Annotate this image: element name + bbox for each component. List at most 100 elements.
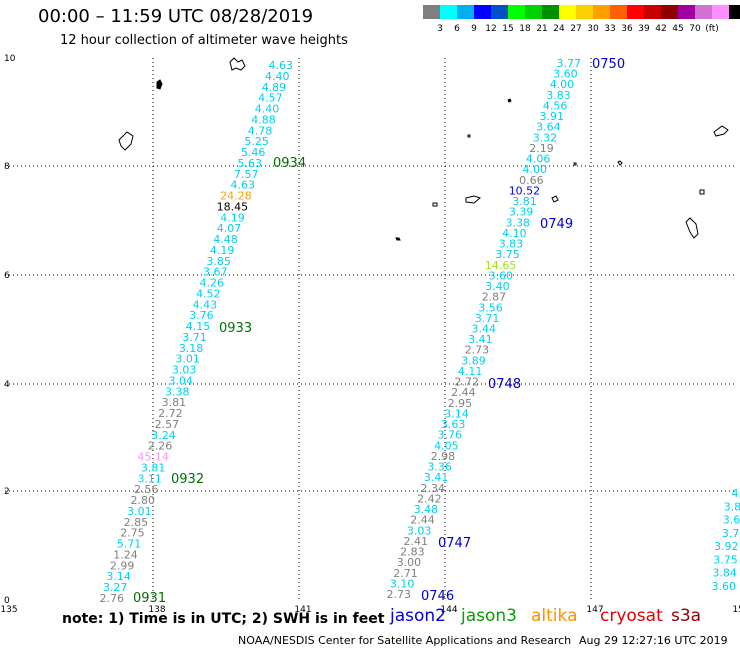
swh-value: 2.98 <box>431 450 456 463</box>
island-outline <box>617 160 623 166</box>
swh-value: 3.64 <box>536 121 561 134</box>
swh-value: 2.73 <box>465 344 490 357</box>
island-outlines <box>118 57 729 241</box>
swh-value: 3.83 <box>546 89 571 102</box>
pass-time-tag: 0933 <box>219 321 252 336</box>
satellite-legend-item: cryosat <box>600 606 663 626</box>
island-outline <box>551 195 559 203</box>
swh-value: 3.36 <box>427 461 452 474</box>
swh-value: 4.48 <box>213 233 238 246</box>
swh-value: 2.87 <box>482 291 507 304</box>
swh-value: 3.39 <box>509 206 534 219</box>
island-outline <box>699 189 705 195</box>
swh-value: 2.85 <box>124 516 149 529</box>
swh-value: 3.40 <box>485 280 510 293</box>
scale-label: 36 <box>621 24 633 34</box>
swh-value: 4. <box>732 487 740 500</box>
swh-value: 3.76 <box>438 429 463 442</box>
swh-value: 2.34 <box>421 482 446 495</box>
swh-value: 3.11 <box>137 472 162 485</box>
swh-value: 1.24 <box>113 548 138 561</box>
swh-value: 2.44 <box>451 386 476 399</box>
scale-swatch <box>644 5 661 19</box>
map-subtitle: 12 hour collection of altimeter wave hei… <box>60 33 348 48</box>
pass-time-tag: 0746 <box>421 589 454 604</box>
scale-swatch <box>712 5 729 19</box>
swh-value: 4.56 <box>543 99 568 112</box>
swh-value: 4.88 <box>251 113 276 126</box>
scale-swatch <box>542 5 559 19</box>
scale-label: 9 <box>471 24 477 34</box>
swh-value: 3.85 <box>206 255 231 268</box>
scale-label: 24 <box>553 24 565 34</box>
longitude-label: 144 <box>440 605 457 615</box>
scale-swatch <box>525 5 542 19</box>
swh-value: 2.73 <box>387 588 412 601</box>
swh-value: 4.19 <box>220 211 245 224</box>
swh-value: 3.27 <box>103 581 128 594</box>
scale-swatch <box>491 5 508 19</box>
island-outline <box>713 125 729 137</box>
scale-label: 6 <box>454 24 460 34</box>
swh-value: 5.46 <box>241 146 266 159</box>
scale-swatch <box>729 5 740 19</box>
swh-value: 2.95 <box>448 397 473 410</box>
swh-value: 2.76 <box>100 592 125 605</box>
swh-value: 45.14 <box>137 451 169 464</box>
generation-timestamp: Aug 29 12:27:16 UTC 2019 <box>579 634 728 647</box>
swh-value: 3.01 <box>175 353 200 366</box>
swh-value: 4.89 <box>262 81 287 94</box>
swh-value: 3.38 <box>165 385 190 398</box>
pass-time-tag: 0750 <box>592 57 625 72</box>
scale-swatch <box>440 5 457 19</box>
swh-value: 3.44 <box>472 323 497 336</box>
satellite-legend-item: jason3 <box>461 606 517 626</box>
swh-value: 3.75 <box>495 248 520 261</box>
island-outline <box>685 217 699 239</box>
swh-value: 4.26 <box>200 277 225 290</box>
island-outline <box>118 131 134 151</box>
swh-value: 3.91 <box>540 110 565 123</box>
swh-value: 4.63 <box>231 179 256 192</box>
swh-value: 3.81 <box>512 195 537 208</box>
swh-value: 4.57 <box>258 92 283 105</box>
island-outline <box>395 237 401 241</box>
scale-label: 42 <box>655 24 667 34</box>
pass-time-tag: 0931 <box>133 591 166 606</box>
scale-swatch <box>610 5 627 19</box>
swh-value: 3.83 <box>499 238 524 251</box>
swh-value: 3.00 <box>397 556 422 569</box>
swh-value: 3.14 <box>106 570 131 583</box>
swh-value: 4.15 <box>186 320 211 333</box>
swh-value: 4.19 <box>210 244 235 257</box>
scale-label: 21 <box>536 24 548 34</box>
swh-value: 2.75 <box>120 527 145 540</box>
swh-value: 3.89 <box>461 354 486 367</box>
altimeter-tracks: 2.763.273.142.991.245.712.752.853.012.80… <box>100 57 740 606</box>
swh-value: 5.25 <box>244 135 269 148</box>
swh-value: 3.60 <box>712 580 737 593</box>
swh-value: 3.6 <box>723 514 740 527</box>
swh-value: 2.72 <box>158 407 183 420</box>
swh-value: 2.44 <box>410 514 435 527</box>
swh-value: 2.56 <box>134 483 159 496</box>
scale-label: (ft) <box>705 24 719 34</box>
swh-value: 3.03 <box>172 364 197 377</box>
swh-value: 2.80 <box>131 494 156 507</box>
footer-note: note: 1) Time is in UTC; 2) SWH is in fe… <box>62 611 385 627</box>
swh-value: 3.71 <box>182 331 207 344</box>
scale-label: 15 <box>502 24 514 34</box>
scale-label: 3 <box>437 24 443 34</box>
swh-value: 3.41 <box>468 333 493 346</box>
scale-swatch <box>474 5 491 19</box>
swh-value: 4.40 <box>265 70 290 83</box>
swh-value: 3.24 <box>151 429 176 442</box>
scale-swatch <box>576 5 593 19</box>
swh-value: 2.19 <box>529 142 554 155</box>
longitude-label: 138 <box>148 605 165 615</box>
swh-value: 10.52 <box>509 184 541 197</box>
swh-value: 4.05 <box>434 439 459 452</box>
swh-value: 5.71 <box>117 538 142 551</box>
swh-value: 2.42 <box>417 492 442 505</box>
